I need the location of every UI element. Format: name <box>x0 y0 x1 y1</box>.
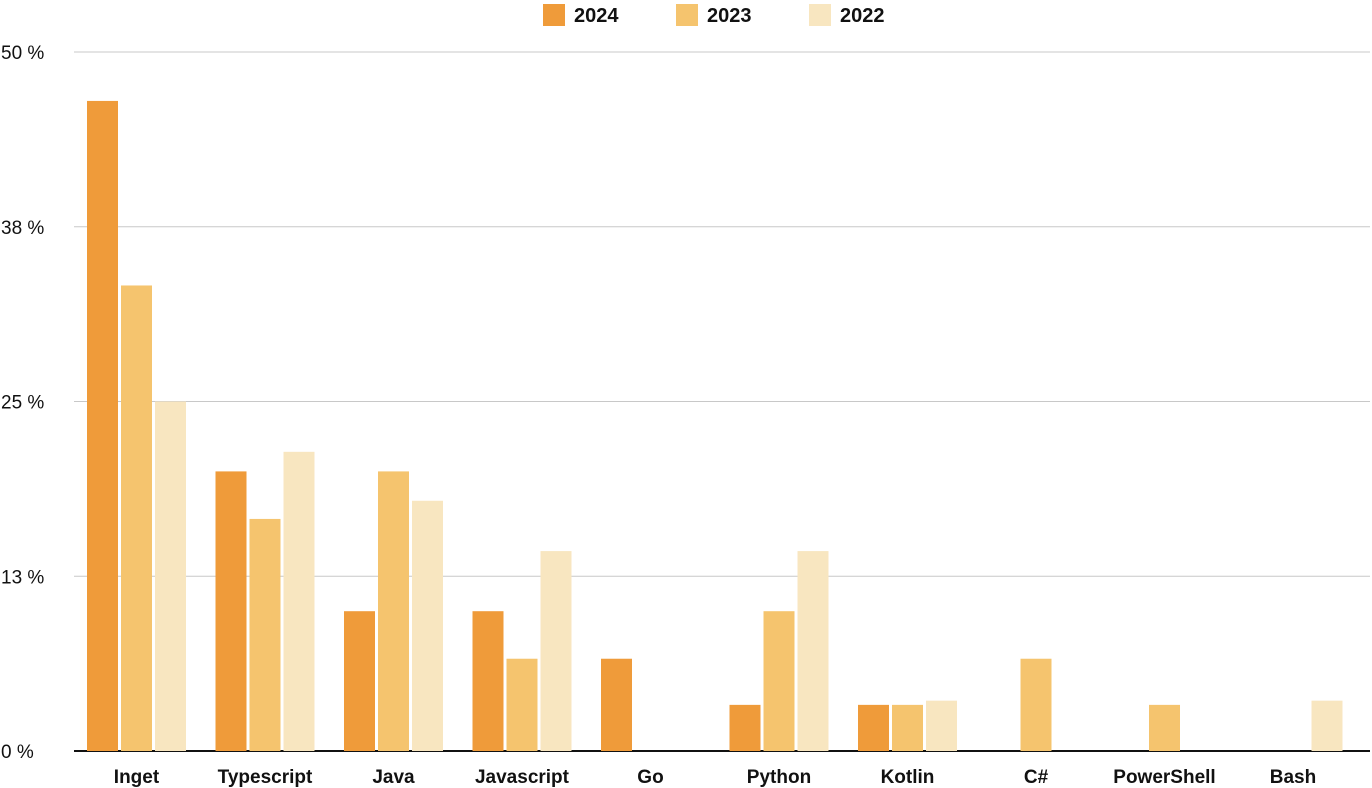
y-tick-label: 25 % <box>1 393 44 414</box>
x-category-label: Python <box>747 767 811 788</box>
y-tick-label: 50 % <box>1 43 44 64</box>
bar-2023-powershell <box>1149 704 1180 751</box>
x-category-label: Bash <box>1270 767 1316 788</box>
bar-2022-javascript <box>540 551 572 751</box>
y-axis-ticks: 0 % 13 % 25 % 38 % 50 % <box>1 43 44 763</box>
bar-2024-typescript <box>215 471 247 751</box>
bar-2024-go <box>601 658 632 751</box>
legend-swatch <box>809 4 831 26</box>
bar-2023-java <box>378 471 409 751</box>
legend-swatch <box>676 4 698 26</box>
bar-2022-java <box>412 500 443 751</box>
y-tick-label: 38 % <box>1 218 44 239</box>
bar-2024-python <box>729 704 761 751</box>
x-category-label: Inget <box>114 767 160 788</box>
bar-2023-javascript <box>506 658 538 751</box>
bar-2023-typescript <box>249 518 281 751</box>
bar-2024-java <box>344 611 375 751</box>
bars <box>87 100 1343 752</box>
bar-2023-c <box>1020 658 1052 751</box>
x-axis-categories: Inget Typescript Java Javascript Go Python Kot… <box>114 767 1316 788</box>
bar-2022-typescript <box>283 451 315 751</box>
x-category-label: Kotlin <box>881 767 935 788</box>
y-tick-label: 0 % <box>1 742 34 763</box>
bar-2023-inget <box>121 285 152 751</box>
bar-2024-inget <box>87 100 118 752</box>
bar-2023-python <box>763 611 795 751</box>
bar-2022-inget <box>155 401 186 751</box>
legend-label: 2024 <box>574 5 619 27</box>
bar-2024-kotlin <box>858 704 889 751</box>
y-tick-label: 13 % <box>1 567 44 588</box>
x-category-label: Go <box>637 767 663 788</box>
bar-2022-bash <box>1311 700 1343 751</box>
x-category-label: PowerShell <box>1113 767 1215 788</box>
x-category-label: Java <box>372 767 415 788</box>
bar-2024-javascript <box>472 611 504 751</box>
bar-2022-python <box>797 551 829 751</box>
bar-2023-kotlin <box>892 704 923 751</box>
x-category-label: Typescript <box>218 767 313 788</box>
legend-label: 2022 <box>840 5 885 27</box>
bar-2022-kotlin <box>926 700 957 751</box>
x-category-label: C# <box>1024 767 1049 788</box>
legend-label: 2023 <box>707 5 752 27</box>
x-category-label: Javascript <box>475 767 570 788</box>
legend: 2024 2023 2022 <box>543 4 885 27</box>
legend-swatch <box>543 4 565 26</box>
